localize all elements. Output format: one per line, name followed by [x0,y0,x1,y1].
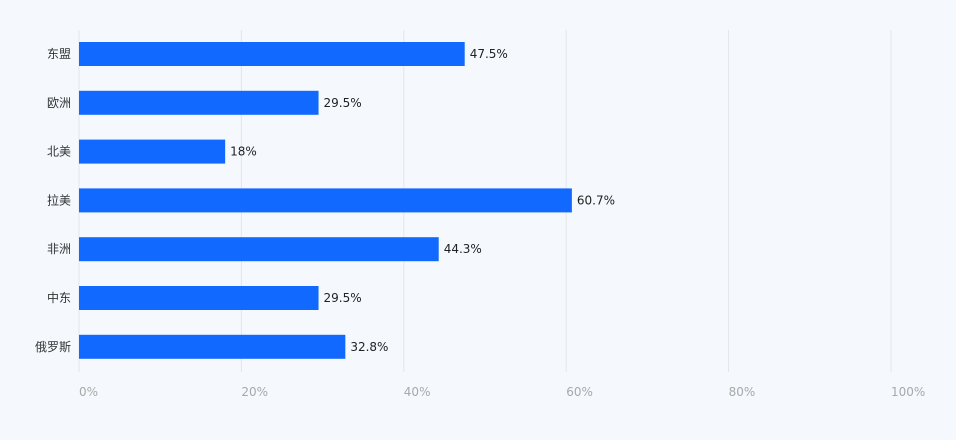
x-tick-label: 60% [566,385,593,399]
bar[interactable] [79,237,439,262]
category-label: 非洲 [47,242,71,256]
category-label: 俄罗斯 [35,340,71,354]
bar[interactable] [79,334,346,359]
bar[interactable] [79,188,572,213]
bar[interactable] [79,139,226,164]
x-tick-label: 0% [79,385,98,399]
data-label: 60.7% [577,193,615,207]
category-label: 欧洲 [47,96,71,110]
x-tick-label: 40% [404,385,431,399]
bars [79,42,572,359]
x-tick-label: 80% [729,385,756,399]
data-label: 47.5% [470,47,508,61]
bar[interactable] [79,42,465,66]
category-label: 中东 [47,290,71,305]
data-label: 44.3% [444,242,482,256]
data-label: 18% [230,145,257,159]
data-label: 29.5% [324,291,362,305]
labels: 0% 20% 40% 60% 80% 100% 东盟 47.5% 欧洲 29.5% 北美 18% 拉美 6… [35,47,925,399]
category-label: 东盟 [47,47,71,61]
bar[interactable] [79,90,319,115]
data-label: 32.8% [350,340,388,354]
x-tick-label: 20% [241,385,268,399]
bar[interactable] [79,286,319,310]
data-label: 29.5% [324,96,362,110]
category-label: 拉美 [47,192,71,207]
x-tick-label: 100% [891,385,925,399]
category-label: 北美 [47,145,71,159]
